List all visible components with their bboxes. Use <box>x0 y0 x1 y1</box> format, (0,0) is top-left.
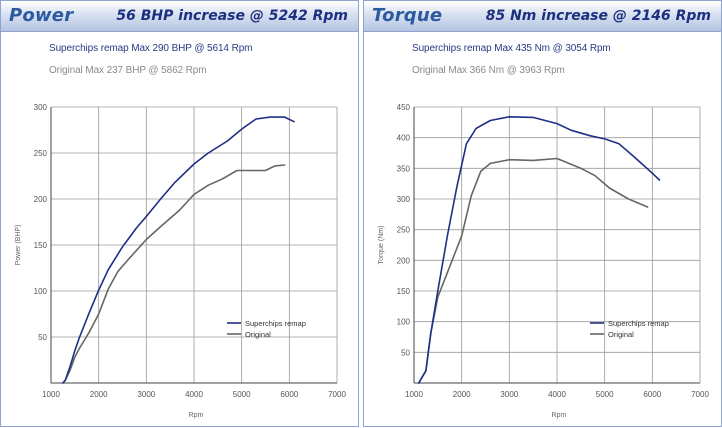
power-x-tick-label: 2000 <box>90 390 108 399</box>
power-y-tick-label: 50 <box>38 333 47 342</box>
torque-x-axis-label: Rpm <box>552 412 567 419</box>
torque-legend-label: Superchips remap <box>608 319 669 328</box>
power-y-tick-label: 250 <box>34 149 48 158</box>
torque-x-tick-label: 2000 <box>453 390 471 399</box>
torque-original-max: Original Max 366 Nm @ 3963 Rpm <box>412 65 565 76</box>
torque-legend-label: Original <box>608 330 634 339</box>
torque-title: Torque <box>372 5 443 26</box>
torque-y-tick-label: 100 <box>397 318 411 327</box>
power-x-axis-label: Rpm <box>189 412 204 419</box>
torque-y-tick-label: 300 <box>397 195 411 204</box>
torque-y-tick-label: 50 <box>401 348 410 357</box>
power-y-tick-label: 100 <box>34 287 48 296</box>
power-x-tick-label: 3000 <box>137 390 155 399</box>
power-x-tick-label: 6000 <box>280 390 298 399</box>
power-y-tick-label: 150 <box>34 241 48 250</box>
torque-increase-text: 85 Nm increase @ 2146 Rpm <box>485 8 711 24</box>
power-increase-text: 56 BHP increase @ 5242 Rpm <box>116 8 348 24</box>
power-x-tick-label: 1000 <box>42 390 60 399</box>
power-original-max: Original Max 237 BHP @ 5862 Rpm <box>49 65 207 76</box>
power-title: Power <box>9 5 74 26</box>
torque-y-tick-label: 450 <box>397 103 411 112</box>
power-chart: 1000 2000 3000 4000 5000 6000 7000 50 100 150 200 2… <box>15 103 346 419</box>
torque-remap-max: Superchips remap Max 435 Nm @ 3054 Rpm <box>412 43 611 54</box>
torque-x-tick-label: 6000 <box>643 390 661 399</box>
torque-x-tick-label: 3000 <box>500 390 518 399</box>
torque-y-axis-label: Torque (Nm) <box>378 226 385 265</box>
torque-y-tick-label: 350 <box>397 164 411 173</box>
power-header: Power 56 BHP increase @ 5242 Rpm <box>1 1 358 32</box>
torque-series-original-line <box>417 157 649 384</box>
power-legend-label: Original <box>245 330 271 339</box>
torque-series-remap-line <box>417 116 661 384</box>
torque-header: Torque 85 Nm increase @ 2146 Rpm <box>364 1 721 32</box>
torque-y-tick-label: 150 <box>397 287 411 296</box>
torque-y-tick-label: 200 <box>397 256 411 265</box>
power-legend-label: Superchips remap <box>245 319 306 328</box>
torque-chart: 1000 2000 3000 4000 5000 6000 7000 50 100 150 200 2… <box>378 103 709 419</box>
power-remap-max: Superchips remap Max 290 BHP @ 5614 Rpm <box>49 43 253 54</box>
power-y-tick-label: 200 <box>34 195 48 204</box>
power-x-tick-label: 7000 <box>328 390 346 399</box>
torque-x-tick-label: 7000 <box>691 390 709 399</box>
torque-y-tick-label: 400 <box>397 134 411 143</box>
power-series-remap-line <box>62 116 295 384</box>
torque-x-tick-label: 1000 <box>405 390 423 399</box>
power-y-tick-label: 300 <box>34 103 48 112</box>
power-x-tick-label: 5000 <box>233 390 251 399</box>
torque-x-tick-label: 4000 <box>548 390 566 399</box>
torque-y-tick-label: 250 <box>397 226 411 235</box>
power-y-axis-label: Power (BHP) <box>15 225 22 266</box>
power-x-tick-label: 4000 <box>185 390 203 399</box>
torque-x-tick-label: 5000 <box>596 390 614 399</box>
power-panel: Power 56 BHP increase @ 5242 Rpm Superch… <box>0 0 359 427</box>
torque-panel: Torque 85 Nm increase @ 2146 Rpm Superch… <box>363 0 722 427</box>
power-series-original-line <box>62 164 286 384</box>
